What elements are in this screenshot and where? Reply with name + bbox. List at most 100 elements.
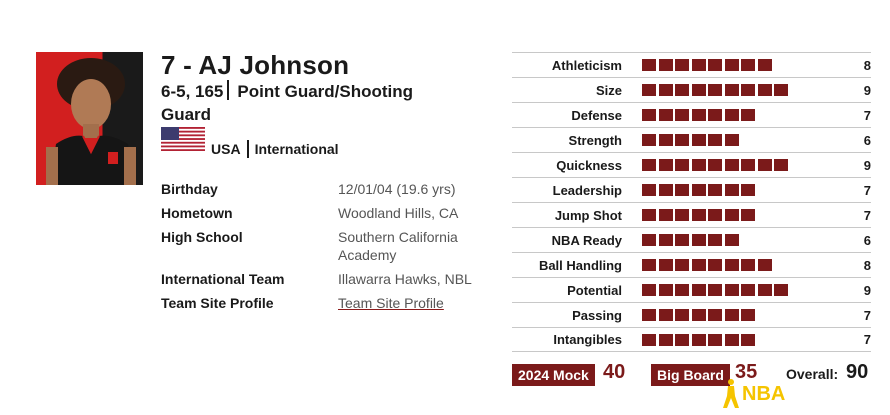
rating-bar-segment — [724, 284, 739, 296]
bio-label: Hometown — [161, 205, 233, 221]
player-name: 7 - AJ Johnson — [161, 50, 350, 80]
rating-bar-segment — [708, 159, 722, 171]
nba-logo-watermark: NBA — [723, 379, 785, 408]
rating-label: Athleticism — [551, 57, 622, 73]
rating-bar-segment — [724, 333, 739, 346]
rating-bar-segment — [675, 259, 689, 271]
rating-bar-segment — [691, 184, 706, 196]
rating-bar — [642, 284, 842, 296]
rating-bar — [642, 309, 842, 321]
rating-bar-segment — [675, 309, 689, 321]
rating-bar-segment — [741, 184, 755, 196]
rating-value: 7 — [863, 332, 871, 347]
rating-bar-segment — [675, 134, 689, 146]
rating-bar-segment — [724, 184, 739, 196]
rating-bar-segment — [691, 333, 706, 346]
player-position: Point Guard/Shooting Guard — [161, 82, 414, 124]
rating-value: 7 — [863, 307, 871, 323]
rating-bar-segment — [724, 259, 739, 271]
player-photo — [36, 52, 143, 185]
team-site-profile-link[interactable]: Team Site Profile — [338, 295, 444, 311]
rating-bar-segment — [708, 284, 722, 296]
rating-bar-segment — [741, 309, 755, 321]
rating-row: Size 9 — [512, 77, 871, 102]
divider — [246, 140, 249, 158]
rating-bar-segment — [658, 109, 673, 121]
rating-bar — [642, 134, 842, 146]
rating-bar-segment — [741, 84, 755, 96]
bio-value: Woodland Hills, CA — [338, 205, 459, 221]
rating-bar-segment — [658, 234, 673, 246]
rating-bar — [642, 184, 842, 196]
rating-bar-segment — [691, 84, 706, 96]
rating-bar-segment — [757, 59, 772, 71]
overall-label: Overall: — [786, 366, 839, 382]
bio-row-high-school: High School Southern California Academy — [161, 228, 491, 270]
rating-value: 6 — [863, 232, 871, 248]
rating-bar-segment — [642, 259, 656, 271]
bio-value: Illawarra Hawks, NBL — [338, 271, 472, 287]
rating-bar-segment — [757, 84, 772, 96]
rating-bar-segment — [658, 259, 673, 271]
rating-row: Potential 9 — [512, 277, 871, 302]
rating-bar-segment — [642, 59, 656, 71]
rating-bar-segment — [642, 184, 656, 196]
rating-bar-segment — [757, 259, 772, 271]
rating-bar — [642, 259, 842, 271]
rating-bar-segment — [675, 333, 689, 346]
rating-bar-segment — [642, 84, 656, 96]
rating-bar — [642, 109, 842, 121]
rating-bar-segment — [741, 209, 755, 221]
rating-bar-segment — [658, 309, 673, 321]
rating-bar-segment — [708, 134, 722, 146]
player-category: International — [254, 141, 339, 157]
rating-bar-segment — [708, 59, 722, 71]
rating-bar-segment — [724, 134, 739, 146]
rating-bar-segment — [724, 59, 739, 71]
bio-value: Team Site Profile — [338, 294, 488, 318]
rating-bar-segment — [741, 333, 755, 346]
rating-label: Size — [595, 82, 622, 98]
bio-label: Birthday — [161, 181, 218, 197]
rating-bar-segment — [675, 284, 689, 296]
rating-value: 7 — [863, 107, 871, 123]
bio-row-team-site-profile: Team Site Profile Team Site Profile — [161, 294, 491, 318]
player-size: 6-5, 165 — [161, 82, 224, 101]
rating-bar-segment — [642, 234, 656, 246]
rating-bar-segment — [724, 109, 739, 121]
rating-bar-segment — [658, 184, 673, 196]
rating-bar-segment — [691, 134, 706, 146]
bio-table: Birthday 12/01/04 (19.6 yrs) Hometown Wo… — [161, 180, 491, 318]
rating-row: Passing 7 — [512, 302, 871, 327]
divider — [227, 80, 230, 100]
player-nationality: USA International — [211, 140, 339, 158]
rating-bar-segment — [708, 209, 722, 221]
rating-label: Leadership — [552, 182, 622, 198]
rating-value: 8 — [863, 257, 871, 273]
rating-bar-segment — [642, 309, 656, 321]
rating-bar-segment — [675, 184, 689, 196]
rating-value: 9 — [863, 157, 871, 173]
rating-row: Leadership 7 — [512, 177, 871, 202]
rating-bar — [642, 234, 842, 246]
rating-bar-segment — [675, 159, 689, 171]
rating-bar-segment — [774, 159, 788, 171]
rating-bar-segment — [691, 284, 706, 296]
rating-value: 7 — [863, 182, 871, 198]
rating-bar-segment — [774, 284, 788, 296]
rating-label: Strength — [568, 132, 622, 148]
rating-value: 9 — [863, 282, 871, 298]
bio-row-birthday: Birthday 12/01/04 (19.6 yrs) — [161, 180, 491, 204]
bio-label: Team Site Profile — [161, 295, 274, 311]
rating-bar-segment — [708, 234, 722, 246]
basketball-player-icon — [723, 379, 739, 408]
bio-row-hometown: Hometown Woodland Hills, CA — [161, 204, 491, 228]
bio-value: Southern California Academy — [338, 229, 458, 263]
rating-bar-segment — [691, 109, 706, 121]
rating-bar-segment — [741, 159, 755, 171]
rating-bar-segment — [708, 184, 722, 196]
rating-bar-segment — [658, 159, 673, 171]
rating-bar-segment — [642, 109, 656, 121]
rating-label: Defense — [571, 107, 622, 123]
rating-row: Intangibles 7 — [512, 327, 871, 352]
